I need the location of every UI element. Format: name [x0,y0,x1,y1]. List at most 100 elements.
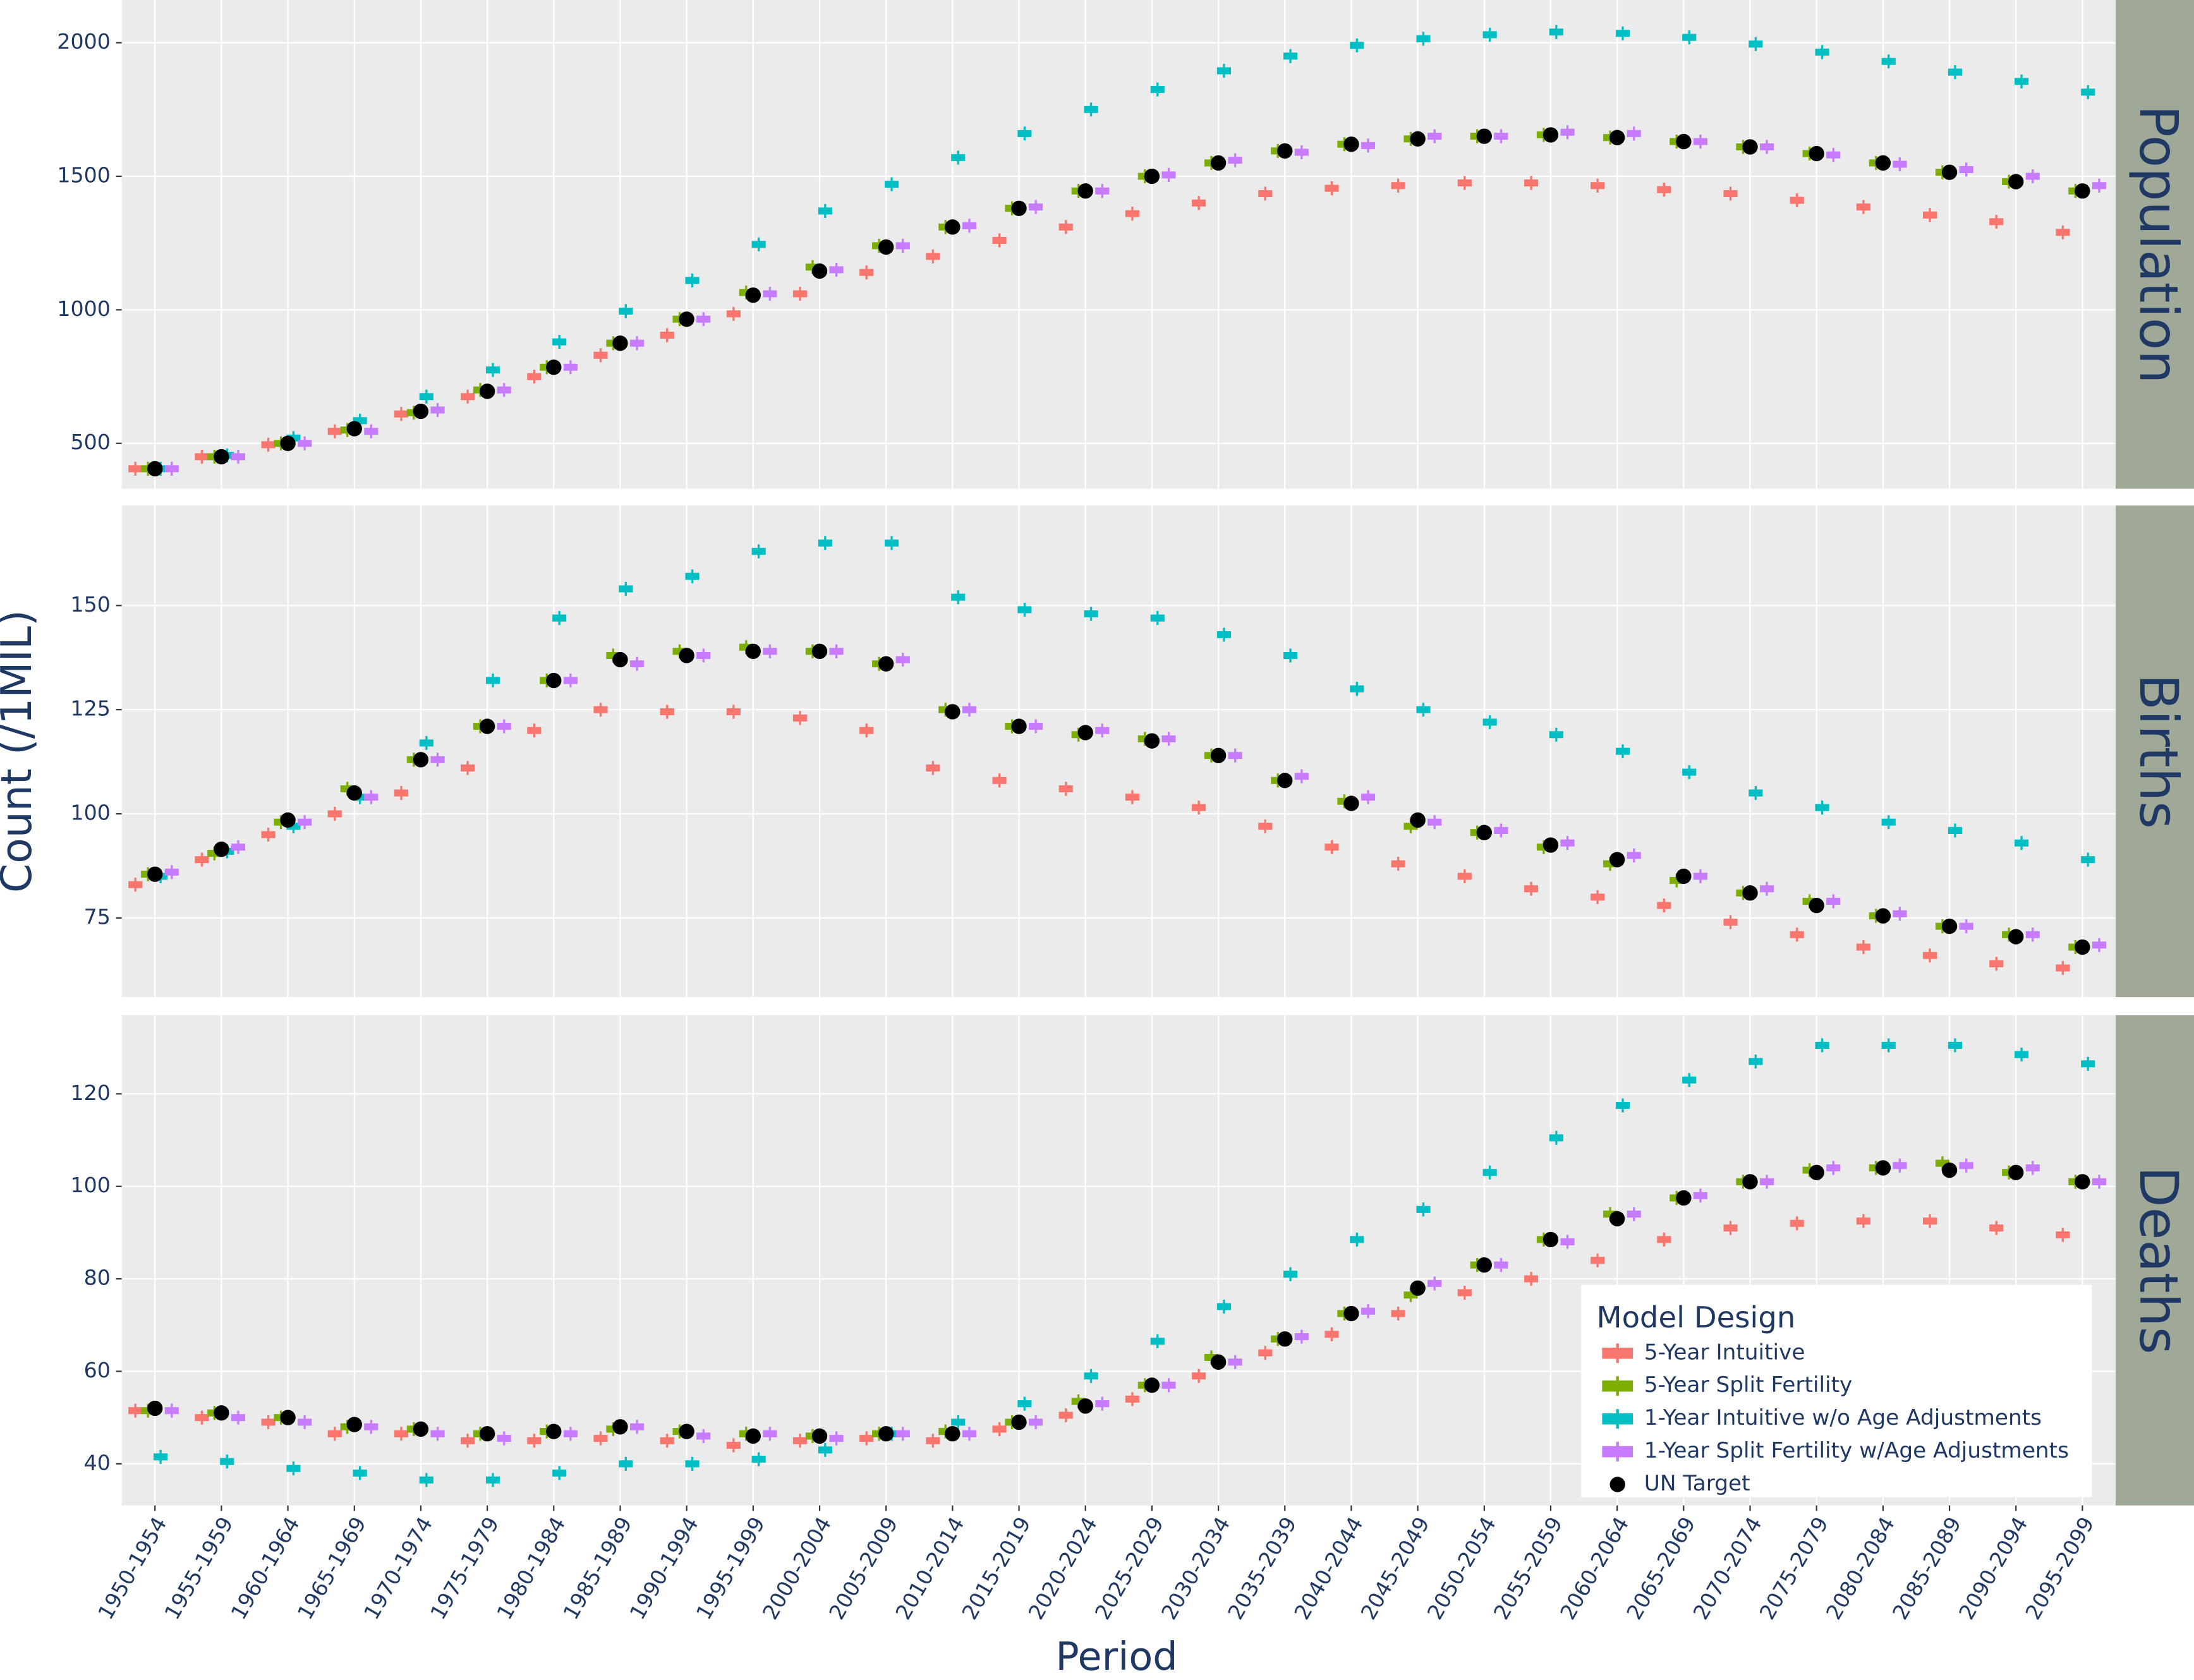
box [992,1425,1007,1433]
box [286,823,301,830]
un-target-point [346,785,362,801]
un-target-point [612,651,628,668]
box [1324,184,1339,192]
box [792,714,808,722]
box [951,154,966,161]
x-tick-label: 1960-1964 [226,1513,305,1624]
un-target-point [1210,747,1227,763]
x-tick-label: 1980-1984 [492,1513,570,1624]
x-tick-label: 2010-2014 [890,1513,969,1624]
box [593,706,608,713]
box [2092,182,2107,190]
un-target-point [1875,1160,1891,1176]
x-tick-label: 2035-2039 [1223,1513,1301,1624]
box [1192,199,1206,207]
box [1615,30,1630,37]
box [1948,68,1962,76]
box [1790,196,1804,204]
box [1361,1307,1376,1315]
box [298,440,312,447]
y-tick-label: 75 [84,904,111,929]
box [1125,210,1139,217]
box [1095,727,1110,734]
box [1361,794,1376,801]
box [726,1442,741,1449]
legend-key [1602,1446,1633,1458]
legend-box [1581,1284,2092,1497]
box [1627,130,1641,137]
un-target-point [214,449,229,465]
box [962,1430,977,1437]
box [1403,1291,1418,1299]
x-tick-label: 2045-2049 [1356,1513,1434,1624]
box [926,764,940,772]
legend-key [1609,1477,1625,1492]
box [1959,922,1973,930]
box [619,307,633,315]
box [1856,203,1870,211]
box [419,1476,433,1484]
x-tick-label: 2015-2019 [957,1513,1036,1624]
box [195,856,209,864]
un-target-point [745,287,761,303]
box [1228,752,1242,759]
box [829,648,844,655]
box [1457,179,1472,187]
box [1591,893,1605,901]
box [1524,179,1539,187]
box [1881,1041,1896,1049]
un-target-point [945,1426,961,1442]
un-target-point [1077,1398,1093,1414]
box [1856,1218,1870,1225]
strip [2116,0,2194,489]
box [128,465,143,473]
box [829,266,844,274]
box [685,277,700,284]
box [1084,610,1098,618]
box [261,441,276,449]
un-target-point [1277,1331,1293,1347]
box [1591,182,1605,190]
x-tick-label: 2085-2089 [1888,1513,1966,1624]
x-tick-label: 2040-2044 [1289,1513,1367,1624]
box [1403,823,1418,830]
x-tick-label: 2090-2094 [1954,1513,2032,1624]
x-tick-label: 1985-1989 [558,1513,636,1624]
box [1391,860,1405,867]
box [430,756,445,763]
box [726,310,741,318]
box [895,1430,910,1437]
box [1693,138,1707,145]
box [1893,1162,1907,1169]
box [992,777,1007,784]
box [1161,735,1176,742]
box [1935,1159,1950,1167]
box [685,1460,700,1468]
un-target-point [280,435,296,451]
box [164,868,179,876]
box [1095,187,1110,195]
box [154,1453,168,1461]
box [1815,48,1829,56]
legend-label: UN Target [1644,1471,1750,1496]
un-target-point [1343,1305,1359,1322]
box [1058,1411,1073,1419]
box [1216,1303,1232,1310]
box [1790,931,1804,938]
box [751,1455,766,1463]
box [1482,1169,1497,1176]
box [792,1437,808,1444]
box [1749,789,1763,797]
un-target-point [1343,795,1359,811]
un-target-point [1941,918,1958,934]
box [1723,918,1738,926]
box [2015,839,2029,847]
y-tick-label: 1000 [57,296,110,321]
un-target-point [147,461,163,477]
box [1029,1418,1043,1426]
box [1283,651,1298,660]
box [394,410,409,418]
un-target-point [1077,183,1093,199]
y-axis-title: Count (/1MIL) [0,610,41,893]
un-target-point [811,1428,828,1444]
